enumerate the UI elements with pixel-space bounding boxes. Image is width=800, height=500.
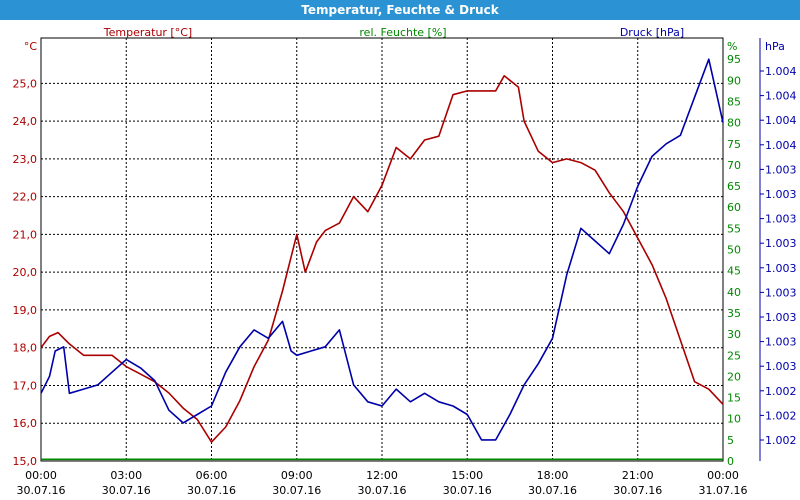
- x-tick-time: 09:00: [281, 469, 313, 482]
- x-tick-date: 30.07.16: [358, 484, 407, 497]
- x-tick-date: 30.07.16: [528, 484, 577, 497]
- x-tick-date: 30.07.16: [17, 484, 66, 497]
- legend-pressure: Druck [hPa]: [620, 26, 684, 39]
- axis-labels: 00:00 30.07.16 03:00 30.07.16 06:00 30.07.16 0…: [13, 26, 797, 497]
- y-tick-humidity: 55: [727, 222, 741, 235]
- y-unit-pressure: hPa: [765, 40, 785, 53]
- y-tick-pressure: 1.003: [765, 237, 797, 250]
- legend-humidity: rel. Feuchte [%]: [359, 26, 446, 39]
- y-tick-pressure: 1.003: [765, 360, 797, 373]
- y-tick-pressure: 1.003: [765, 163, 797, 176]
- y-tick-temperature: 18,0: [13, 342, 38, 355]
- y-tick-humidity: 30: [727, 328, 741, 341]
- window-title: Temperatur, Feuchte & Druck: [0, 0, 800, 20]
- plot-area: [40, 37, 724, 462]
- y-tick-pressure: 1.003: [765, 336, 797, 349]
- x-tick-time: 03:00: [110, 469, 142, 482]
- y-tick-humidity: 15: [727, 392, 741, 405]
- y-tick-humidity: 75: [727, 138, 741, 151]
- y-tick-pressure: 1.003: [765, 262, 797, 275]
- y-tick-humidity: 60: [727, 201, 741, 214]
- x-tick-date: 30.07.16: [443, 484, 492, 497]
- x-tick-date: 30.07.16: [187, 484, 236, 497]
- y-tick-pressure: 1.002: [765, 385, 797, 398]
- y-tick-humidity: 80: [727, 117, 741, 130]
- x-tick-time: 06:00: [196, 469, 228, 482]
- legend-temperature: Temperatur [°C]: [103, 26, 192, 39]
- y-tick-humidity: 65: [727, 180, 741, 193]
- y-tick-temperature: 16,0: [13, 417, 38, 430]
- y-tick-pressure: 1.003: [765, 286, 797, 299]
- y-tick-humidity: 25: [727, 349, 741, 362]
- series-lines: [40, 58, 724, 461]
- y-tick-humidity: 70: [727, 159, 741, 172]
- y-tick-humidity: 5: [727, 434, 734, 447]
- y-tick-temperature: 20,0: [13, 266, 38, 279]
- y-tick-pressure: 1.003: [765, 213, 797, 226]
- x-tick-time: 00:00: [25, 469, 57, 482]
- x-tick-time: 21:00: [622, 469, 654, 482]
- y-tick-pressure: 1.004: [765, 114, 797, 127]
- y-tick-pressure: 1.003: [765, 188, 797, 201]
- y-tick-temperature: 25,0: [13, 77, 38, 90]
- y-tick-humidity: 10: [727, 413, 741, 426]
- x-tick-date: 30.07.16: [272, 484, 321, 497]
- x-tick-time: 15:00: [451, 469, 483, 482]
- y-unit-temperature: °C: [24, 40, 38, 53]
- y-tick-humidity: 0: [727, 455, 734, 468]
- y-tick-humidity: 35: [727, 307, 741, 320]
- y-tick-temperature: 17,0: [13, 379, 38, 392]
- grid: [41, 38, 723, 461]
- y-tick-humidity: 50: [727, 244, 741, 257]
- y-tick-pressure: 1.002: [765, 434, 797, 447]
- x-tick-date: 30.07.16: [102, 484, 151, 497]
- y-unit-humidity: %: [727, 40, 737, 53]
- x-tick-time: 12:00: [366, 469, 398, 482]
- y-tick-humidity: 95: [727, 53, 741, 66]
- y-tick-humidity: 90: [727, 74, 741, 87]
- y-tick-humidity: 85: [727, 95, 741, 108]
- x-tick-time: 00:00: [707, 469, 739, 482]
- y-tick-temperature: 19,0: [13, 304, 38, 317]
- series-temperature: [40, 75, 724, 443]
- y-tick-humidity: 20: [727, 370, 741, 383]
- y-tick-temperature: 21,0: [13, 228, 38, 241]
- y-tick-temperature: 22,0: [13, 191, 38, 204]
- y-tick-humidity: 45: [727, 265, 741, 278]
- y-tick-pressure: 1.004: [765, 65, 797, 78]
- x-tick-date: 31.07.16: [699, 484, 748, 497]
- y-tick-pressure: 1.004: [765, 139, 797, 152]
- x-tick-time: 18:00: [537, 469, 569, 482]
- y-tick-temperature: 23,0: [13, 153, 38, 166]
- y-tick-temperature: 15,0: [13, 455, 38, 468]
- y-tick-pressure: 1.002: [765, 409, 797, 422]
- y-tick-temperature: 24,0: [13, 115, 38, 128]
- series-pressure_rel: [40, 58, 724, 441]
- y-tick-humidity: 40: [727, 286, 741, 299]
- x-tick-date: 30.07.16: [613, 484, 662, 497]
- y-tick-pressure: 1.003: [765, 311, 797, 324]
- y-tick-pressure: 1.004: [765, 90, 797, 103]
